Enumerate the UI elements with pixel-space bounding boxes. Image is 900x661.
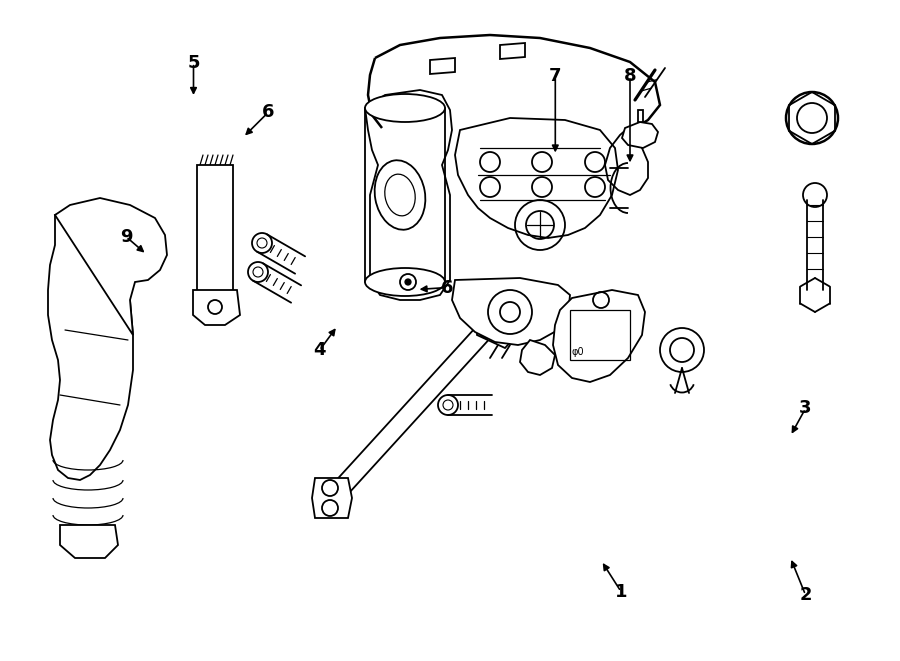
Text: 4: 4 <box>313 341 326 360</box>
Text: 6: 6 <box>441 278 454 297</box>
Text: 8: 8 <box>624 67 636 85</box>
Polygon shape <box>60 525 118 558</box>
Polygon shape <box>477 312 517 348</box>
Polygon shape <box>638 110 643 122</box>
Polygon shape <box>193 290 240 325</box>
Text: 9: 9 <box>120 227 132 246</box>
Polygon shape <box>500 43 525 59</box>
Polygon shape <box>197 165 233 305</box>
Polygon shape <box>622 122 658 148</box>
Polygon shape <box>55 198 167 335</box>
Polygon shape <box>430 58 455 74</box>
Ellipse shape <box>365 268 445 296</box>
Circle shape <box>405 279 411 285</box>
Ellipse shape <box>365 94 445 122</box>
Text: φ0: φ0 <box>572 347 585 357</box>
Text: 1: 1 <box>615 582 627 601</box>
Text: 5: 5 <box>187 54 200 72</box>
Polygon shape <box>452 278 570 345</box>
Polygon shape <box>520 340 555 375</box>
Polygon shape <box>312 478 352 518</box>
Text: 7: 7 <box>549 67 562 85</box>
Text: 6: 6 <box>262 103 274 122</box>
Polygon shape <box>553 290 645 382</box>
Polygon shape <box>48 210 133 480</box>
Polygon shape <box>455 118 618 238</box>
Text: 2: 2 <box>799 586 812 604</box>
Text: 3: 3 <box>799 399 812 418</box>
